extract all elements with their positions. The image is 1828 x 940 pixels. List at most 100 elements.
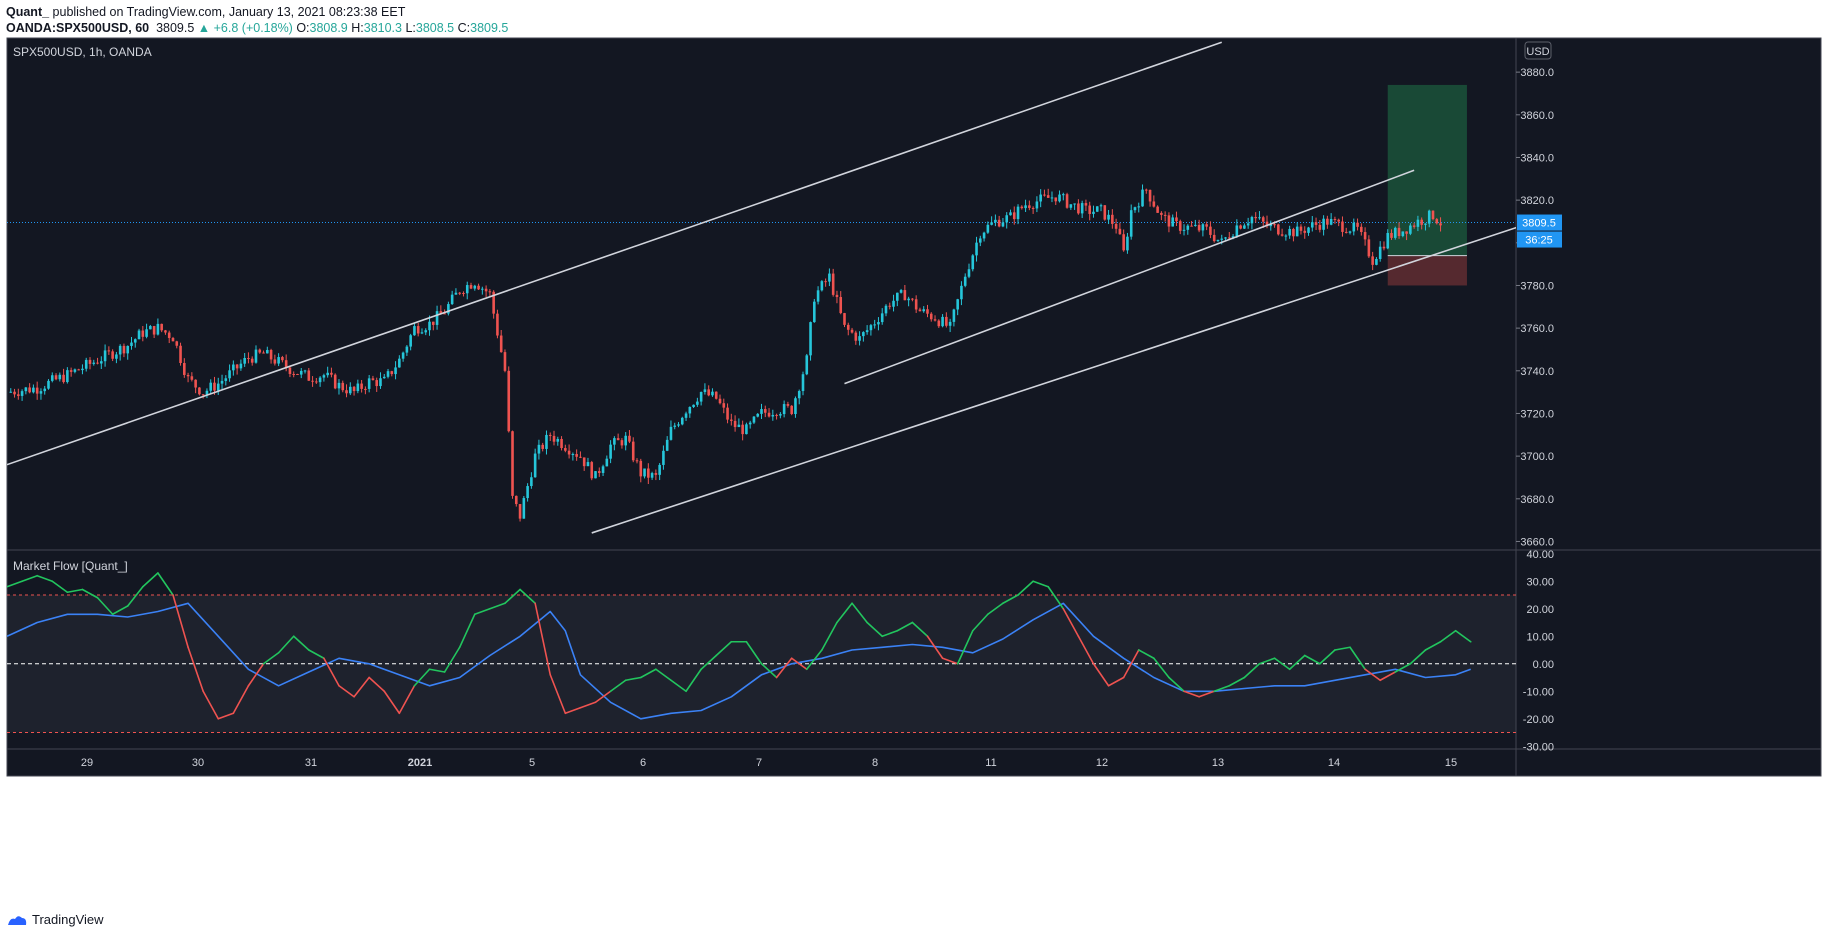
- candle-body: [711, 391, 714, 396]
- candle-body: [420, 332, 424, 334]
- candle-body: [115, 354, 118, 359]
- fast-line-segment: [534, 602, 552, 676]
- oscillator-title: Market Flow [Quant_]: [13, 559, 128, 573]
- candle-body: [28, 387, 31, 393]
- time-tick-label: 5: [529, 757, 535, 769]
- fast-line-segment: [202, 690, 220, 720]
- candle-body: [1367, 239, 1371, 257]
- price-tick-label: 3720.0: [1520, 408, 1554, 420]
- candle-body: [1028, 205, 1031, 208]
- high-value: 3810.3: [363, 21, 402, 35]
- candle-body: [273, 359, 277, 364]
- fast-line-segment: [504, 588, 521, 605]
- candle-body: [145, 329, 148, 337]
- candle-body: [1144, 189, 1148, 191]
- candle-body: [877, 322, 880, 325]
- candle-body: [386, 371, 390, 377]
- fast-line-segment: [7, 580, 23, 588]
- candle-body: [171, 337, 175, 342]
- last-price-tag: [1517, 214, 1562, 231]
- candle-body: [605, 458, 609, 467]
- candle-body: [345, 390, 348, 394]
- fast-line-segment: [1364, 668, 1381, 682]
- candle-body: [703, 389, 707, 393]
- candle-body: [567, 450, 571, 455]
- candle-body: [465, 285, 469, 294]
- candle-body: [149, 326, 152, 330]
- candle-body: [873, 324, 876, 326]
- candle-body: [81, 368, 84, 371]
- price-tick-label: 3840.0: [1520, 152, 1554, 164]
- low-value: 3808.5: [415, 21, 455, 35]
- candle-body: [658, 464, 661, 475]
- candle-body: [1122, 234, 1125, 251]
- price-tick-label: 3760.0: [1520, 323, 1554, 335]
- candle-body: [748, 422, 752, 425]
- candle-body: [318, 377, 322, 383]
- candle-body: [756, 413, 760, 417]
- candle-body: [786, 404, 790, 406]
- candle-body: [1012, 212, 1016, 220]
- candle-body: [601, 466, 605, 473]
- candle-body: [1190, 225, 1193, 227]
- fast-line-segment: [81, 588, 99, 599]
- slow-line: [7, 602, 1471, 720]
- candle-body: [560, 438, 563, 449]
- candle-body: [77, 369, 80, 371]
- candle-body: [235, 364, 239, 369]
- candle-body: [635, 460, 639, 462]
- candle-body: [111, 351, 114, 359]
- candle-body: [850, 329, 854, 333]
- candle-body: [1148, 189, 1152, 202]
- fast-line-segment: [1394, 662, 1412, 673]
- author[interactable]: Quant_: [6, 5, 50, 19]
- candle-body: [401, 352, 405, 359]
- candle-body: [122, 345, 126, 354]
- fast-line-segment: [821, 621, 838, 651]
- candle-body: [688, 406, 692, 414]
- candle-body: [1114, 223, 1118, 229]
- candle-body: [371, 378, 375, 381]
- candle-body: [1156, 206, 1159, 213]
- candle-body: [779, 414, 782, 416]
- channel-line-2: [844, 169, 1415, 385]
- price-tick-label: 3680.0: [1520, 494, 1554, 506]
- candle-body: [1099, 205, 1103, 207]
- candle-body: [1035, 201, 1039, 209]
- candle-body: [243, 357, 246, 364]
- fast-line-segment: [398, 684, 416, 715]
- candle-body: [880, 313, 884, 323]
- price-tick-label: 3780.0: [1520, 280, 1554, 292]
- candle-body: [782, 404, 786, 415]
- candle-body: [854, 332, 858, 341]
- brand-label[interactable]: TradingView: [32, 912, 104, 927]
- fast-line-segment: [715, 640, 733, 657]
- currency-badge-frame: [1524, 41, 1552, 60]
- candle-body: [609, 444, 612, 459]
- candle-body: [556, 438, 560, 442]
- candle-body: [186, 374, 190, 377]
- candle-body: [1118, 228, 1122, 235]
- fast-line-segment: [851, 602, 868, 624]
- candle-body: [1024, 205, 1027, 209]
- candle-body: [118, 345, 122, 355]
- fast-line-segment: [323, 657, 340, 687]
- candle-body: [545, 434, 548, 449]
- last-price: 3809.5: [156, 21, 195, 35]
- fast-line-segment: [1153, 657, 1170, 679]
- candle-body: [1039, 194, 1042, 202]
- fast-line-segment: [1439, 629, 1457, 643]
- fast-line-segment: [157, 572, 174, 596]
- candle-body: [322, 375, 326, 378]
- fast-line-segment: [36, 574, 54, 583]
- candle-body: [1111, 214, 1114, 224]
- fast-line-segment: [549, 673, 567, 715]
- candle-body: [496, 313, 499, 336]
- fast-line-segment: [96, 596, 114, 616]
- candle-body: [1243, 225, 1246, 229]
- candle-body: [552, 435, 556, 442]
- fast-line-segment: [1424, 640, 1442, 651]
- candle-body: [643, 468, 646, 477]
- candle-body: [469, 285, 473, 289]
